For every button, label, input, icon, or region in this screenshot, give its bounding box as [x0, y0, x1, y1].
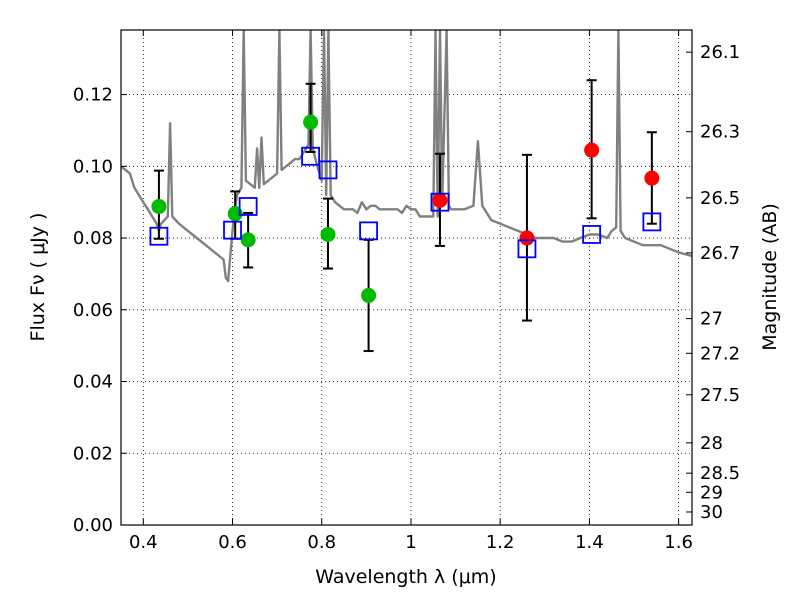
model-point — [318, 160, 338, 180]
y-tick-label: 0.02 — [73, 443, 113, 464]
data-point — [584, 142, 600, 158]
model-point — [582, 225, 602, 244]
right-axis-label: Magnitude (AB) — [759, 203, 781, 351]
data-point — [519, 230, 535, 246]
mag-tick-label: 28 — [700, 433, 723, 454]
mag-tick-label: 26.1 — [700, 42, 740, 63]
y-tick-label: 0.06 — [73, 300, 113, 321]
model-point — [430, 192, 450, 212]
mag-tick-label: 26.5 — [700, 188, 740, 209]
y-tick-label: 0.04 — [73, 372, 113, 393]
model-point — [359, 221, 378, 241]
data-point — [240, 232, 256, 248]
mag-tick-label: 27.2 — [700, 343, 740, 364]
data-point — [644, 170, 660, 186]
y-tick-label: 0.12 — [73, 85, 113, 106]
model-point — [517, 239, 537, 259]
mag-tick-label: 27 — [700, 309, 723, 330]
x-tick-label: 0.8 — [307, 532, 336, 553]
y-tick-label: 0.00 — [73, 515, 113, 536]
data-point — [303, 114, 319, 130]
mag-tick-label: 29 — [700, 482, 723, 503]
model-point — [223, 220, 242, 240]
y-tick-label: 0.10 — [73, 156, 113, 177]
y-tick-label: 0.08 — [73, 228, 113, 249]
data-point — [432, 192, 448, 208]
x-tick-label: 1.6 — [664, 532, 693, 553]
data-point — [320, 226, 336, 242]
data-point — [151, 198, 167, 214]
y-axis-label: Flux Fν ( μJy ) — [27, 213, 49, 342]
model-point — [301, 146, 320, 166]
plot-frame — [120, 29, 693, 526]
mag-tick-label: 26.7 — [700, 243, 740, 264]
x-tick-label: 1.4 — [575, 532, 604, 553]
x-tick-label: 1.2 — [486, 532, 515, 553]
mag-tick-label: 30 — [700, 502, 723, 523]
model-point — [149, 226, 169, 246]
mag-tick-label: 26.3 — [700, 122, 740, 143]
x-axis-label: Wavelength λ (μm) — [315, 566, 496, 588]
data-point — [361, 287, 377, 303]
grid-layer — [121, 30, 692, 526]
spectrum-layer — [121, 30, 692, 283]
model-point — [238, 197, 258, 216]
mag-tick-label: 27.5 — [700, 385, 740, 406]
x-tick-label: 1 — [405, 532, 416, 553]
ticks-layer: 0.4 0.6 0.8 1 1.2 1.4 1.6 0.00 0.02 0.04 0.06 0.08 0… — [73, 30, 740, 553]
model-point — [642, 212, 662, 232]
x-tick-label: 0.6 — [218, 532, 247, 553]
points-layer — [149, 79, 662, 353]
model-spectrum-line — [121, 30, 692, 283]
x-tick-label: 0.4 — [129, 532, 158, 553]
mag-tick-label: 28.5 — [700, 463, 740, 484]
